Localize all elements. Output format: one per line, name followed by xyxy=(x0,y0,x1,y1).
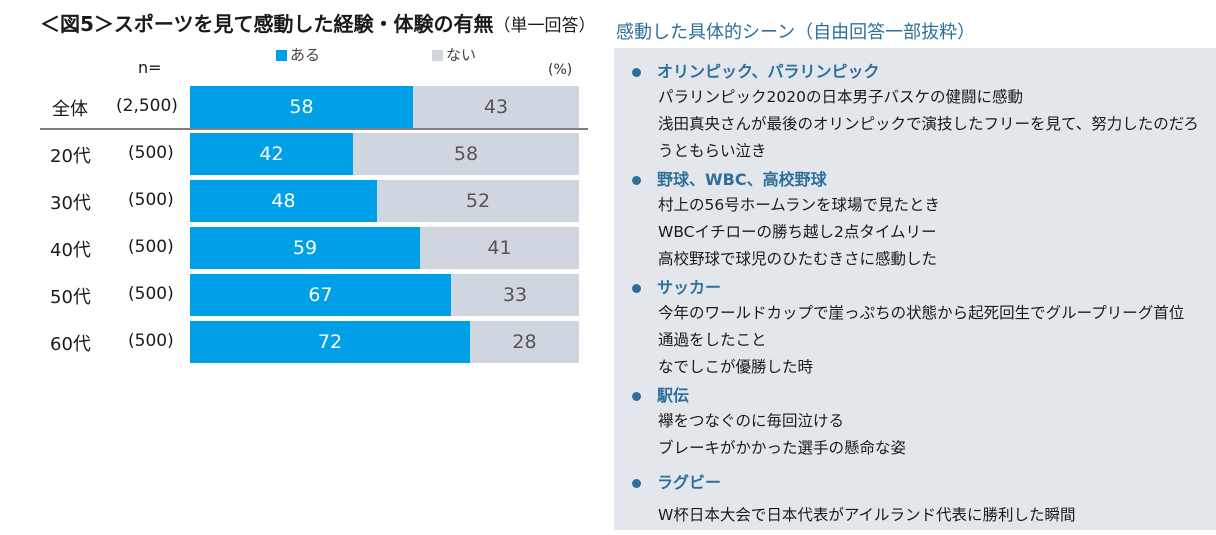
legend-label-no: ない xyxy=(446,46,477,64)
total-row-divider xyxy=(40,128,588,130)
row-n: (500) xyxy=(128,190,174,210)
scene-category-label: 駅伝 xyxy=(657,386,690,405)
bullet-dot-icon xyxy=(632,479,641,488)
panel-title: 感動した具体的シーン（自由回答一部抜粋） xyxy=(616,22,976,43)
bar-no: 43 xyxy=(413,86,579,128)
legend-swatch-no xyxy=(432,50,443,61)
scene-item: 襷をつなぐのに毎回泣ける xyxy=(658,412,845,430)
bullet-dot-icon xyxy=(632,392,641,401)
scene-item: うともらい泣き xyxy=(658,142,767,160)
scene-item: なでしこが優勝した時 xyxy=(658,358,814,376)
unit-label: (%) xyxy=(548,62,573,78)
bar-no: 52 xyxy=(377,180,579,222)
scene-category: ラグビー xyxy=(632,469,721,493)
row-label: 50代 xyxy=(50,287,91,308)
scene-item: パラリンピック2020の日本男子バスケの健闘に感動 xyxy=(658,88,1023,106)
bar-yes: 42 xyxy=(190,133,353,175)
n-header: n= xyxy=(138,58,162,77)
legend-swatch-yes xyxy=(276,50,287,61)
scene-category-label: 野球、WBC、高校野球 xyxy=(657,170,827,189)
scene-item: 今年のワールドカップで崖っぷちの状態から起死回生でグループリーグ首位 xyxy=(658,304,1185,322)
scene-category: オリンピック、パラリンピック xyxy=(632,58,880,82)
row-label: 40代 xyxy=(50,240,91,261)
row-n: (500) xyxy=(128,143,174,163)
bar-yes: 72 xyxy=(190,321,470,363)
bar-no: 58 xyxy=(353,133,579,175)
scene-item: 通過をしたこと xyxy=(658,331,767,349)
scene-category: 野球、WBC、高校野球 xyxy=(632,166,827,190)
row-n: (500) xyxy=(128,331,174,351)
bar-yes: 67 xyxy=(190,274,451,316)
legend-label-yes: ある xyxy=(290,46,321,64)
scene-category-label: サッカー xyxy=(657,278,722,297)
row-label: 全体 xyxy=(52,99,88,120)
bar-yes: 58 xyxy=(190,86,413,128)
row-label: 30代 xyxy=(50,193,91,214)
row-label: 20代 xyxy=(50,146,91,167)
scene-panel xyxy=(614,48,1216,530)
row-n: (2,500) xyxy=(116,96,178,116)
row-n: (500) xyxy=(128,284,174,304)
bullet-dot-icon xyxy=(632,284,641,293)
scene-item: 高校野球で球児のひたむきさに感動した xyxy=(658,250,938,268)
chart-title: ＜図5＞スポーツを見て感動した経験・体験の有無（単一回答） xyxy=(40,8,596,37)
scene-category: サッカー xyxy=(632,274,721,298)
scene-item: 浅田真央さんが最後のオリンピックで演技したフリーを見て、努力したのだろ xyxy=(658,115,1199,133)
scene-category: 駅伝 xyxy=(632,382,689,406)
bar-no: 41 xyxy=(420,227,579,269)
scene-item: 村上の56号ホームランを球場で見たとき xyxy=(658,196,940,214)
row-label: 60代 xyxy=(50,334,91,355)
scene-category-label: ラグビー xyxy=(657,473,722,492)
bullet-dot-icon xyxy=(632,176,641,185)
bullet-dot-icon xyxy=(632,68,641,77)
legend-item-no: ない xyxy=(432,44,476,65)
bar-yes: 59 xyxy=(190,227,420,269)
bar-no: 33 xyxy=(451,274,579,316)
scene-item: ブレーキがかかった選手の懸命な姿 xyxy=(658,439,907,457)
scene-item: WBCイチローの勝ち越し2点タイムリー xyxy=(658,223,937,241)
scene-item: W杯日本大会で日本代表がアイルランド代表に勝利した瞬間 xyxy=(658,506,1076,524)
chart-subtitle: （単一回答） xyxy=(493,16,596,36)
bar-no: 28 xyxy=(470,321,579,363)
scene-category-label: オリンピック、パラリンピック xyxy=(657,62,880,81)
bar-yes: 48 xyxy=(190,180,377,222)
legend-item-yes: ある xyxy=(276,44,320,65)
row-n: (500) xyxy=(128,237,174,257)
chart-title-main: ＜図5＞スポーツを見て感動した経験・体験の有無 xyxy=(40,12,494,36)
